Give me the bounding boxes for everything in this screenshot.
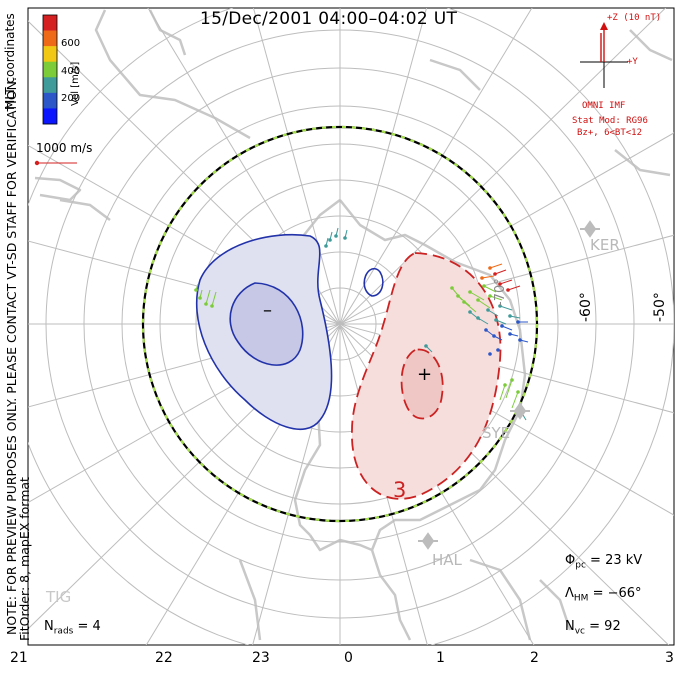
imf-model-line2: Bz+, 6<BT<12 bbox=[577, 128, 643, 138]
mlt-tick-1: 1 bbox=[436, 650, 445, 666]
mlt-tick-2: 2 bbox=[530, 650, 539, 666]
colorbar-tick-200: 200 bbox=[61, 93, 81, 104]
colorbar-swatch bbox=[43, 92, 57, 109]
colorbar-swatch bbox=[43, 46, 57, 63]
positive-cell-symbol: + bbox=[417, 364, 433, 385]
vector-count: Nvc = 92 bbox=[565, 619, 621, 637]
radar-count: Nrads = 4 bbox=[44, 619, 101, 637]
heppner-maynard-boundary-dash bbox=[141, 125, 539, 523]
phi-symbol: Φ bbox=[565, 553, 576, 568]
colorbar-swatch bbox=[43, 30, 57, 47]
nvc-symbol: N bbox=[565, 619, 575, 634]
cross-polar-potential: Φpc = 23 kV bbox=[565, 553, 642, 571]
imf-dial bbox=[580, 22, 628, 88]
station-marker-sye bbox=[510, 402, 530, 420]
latitude-label-50: -50° bbox=[652, 292, 668, 322]
lambda-value: = −66° bbox=[592, 586, 642, 601]
radar-stations bbox=[418, 220, 600, 550]
scale-vector-label: 1000 m/s bbox=[36, 141, 93, 155]
colorbar-tick-600: 600 bbox=[61, 38, 81, 49]
station-label-tig: TIG bbox=[46, 588, 72, 606]
mlt-tick-22: 22 bbox=[155, 650, 173, 666]
coastlines bbox=[34, 9, 673, 641]
lambda-symbol: Λ bbox=[565, 586, 574, 601]
latitude-label-70: -70° bbox=[493, 278, 508, 306]
mlt-tick-21: 21 bbox=[10, 650, 28, 666]
nrads-value: = 4 bbox=[77, 619, 101, 634]
imf-source: OMNI IMF bbox=[582, 101, 626, 111]
negative-cell-small bbox=[363, 267, 384, 297]
map-title: 15/Dec/2001 04:00–04:02 UT bbox=[200, 9, 458, 29]
negative-cell-inner bbox=[229, 282, 304, 366]
nvc-value: = 92 bbox=[589, 619, 621, 634]
imf-model-line1: Stat Mod: RG96 bbox=[572, 116, 648, 126]
nrads-subscript: rads bbox=[53, 626, 74, 637]
nrads-symbol: N bbox=[44, 619, 54, 634]
station-marker-hal bbox=[418, 532, 438, 550]
positive-cell-inner bbox=[400, 348, 444, 420]
phi-subscript: pc bbox=[575, 560, 586, 571]
colorbar-frame bbox=[42, 14, 58, 125]
colorbar-tick-400: 400 bbox=[61, 66, 81, 77]
vector-dots bbox=[34, 160, 522, 412]
mlt-tick-0: 0 bbox=[344, 650, 353, 666]
hm-boundary-latitude: ΛHM = −66° bbox=[565, 586, 642, 604]
nvc-subscript: vc bbox=[574, 626, 586, 637]
lambda-subscript: HM bbox=[573, 593, 589, 604]
colorbar-swatch bbox=[43, 77, 57, 94]
station-marker-ker bbox=[580, 220, 600, 238]
colorbar-swatch bbox=[43, 15, 57, 31]
fit-order: FitOrder: 8, mapEX format bbox=[17, 477, 32, 641]
imf-z-label: +Z (10 nT) bbox=[607, 13, 662, 23]
colorbar-swatch bbox=[43, 108, 57, 125]
phi-value: = 23 kV bbox=[590, 553, 643, 568]
imf-y-label: +Y bbox=[627, 57, 638, 67]
mlt-tick-23: 23 bbox=[252, 650, 270, 666]
velocity-colorbar bbox=[42, 14, 58, 125]
station-label-hal: HAL bbox=[432, 551, 462, 569]
latitude-label-60: -60° bbox=[578, 292, 594, 322]
velocity-vectors bbox=[37, 162, 529, 421]
negative-cell-symbol: – bbox=[263, 300, 272, 321]
station-label-sye: SYE bbox=[482, 424, 511, 442]
colorbar-swatch bbox=[43, 61, 57, 78]
positive-contour-label: 3 bbox=[393, 478, 407, 502]
station-label-ker: KER bbox=[590, 236, 620, 254]
mlt-tick-3: 3 bbox=[665, 650, 674, 666]
